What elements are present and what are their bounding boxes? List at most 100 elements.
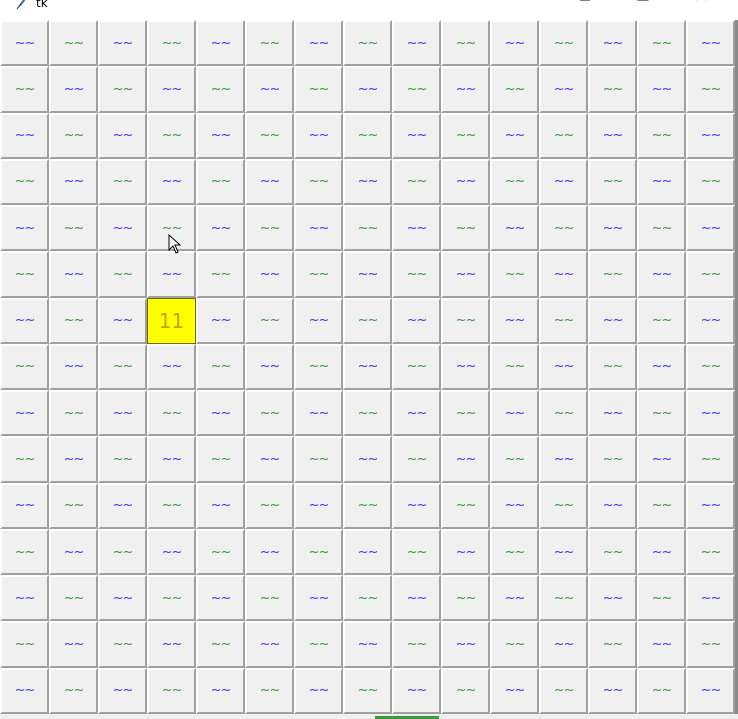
- hidden-cell[interactable]: ~~: [539, 483, 588, 529]
- hidden-cell[interactable]: ~~: [539, 66, 588, 112]
- hidden-cell[interactable]: ~~: [49, 113, 98, 159]
- hidden-cell[interactable]: ~~: [294, 668, 343, 714]
- hidden-cell[interactable]: ~~: [147, 344, 196, 390]
- hidden-cell[interactable]: ~~: [539, 436, 588, 482]
- hidden-cell[interactable]: ~~: [441, 298, 490, 344]
- hidden-cell[interactable]: ~~: [588, 529, 637, 575]
- hidden-cell[interactable]: ~~: [490, 66, 539, 112]
- hidden-cell[interactable]: ~~: [245, 113, 294, 159]
- hidden-cell[interactable]: ~~: [0, 159, 49, 205]
- hidden-cell[interactable]: ~~: [98, 621, 147, 667]
- hidden-cell[interactable]: ~~: [98, 205, 147, 251]
- hidden-cell[interactable]: ~~: [588, 66, 637, 112]
- hidden-cell[interactable]: ~~: [490, 344, 539, 390]
- hidden-cell[interactable]: ~~: [343, 390, 392, 436]
- hidden-cell[interactable]: ~~: [49, 668, 98, 714]
- hidden-cell[interactable]: ~~: [196, 344, 245, 390]
- hidden-cell[interactable]: ~~: [196, 66, 245, 112]
- hidden-cell[interactable]: ~~: [490, 436, 539, 482]
- hidden-cell[interactable]: ~~: [196, 159, 245, 205]
- hidden-cell[interactable]: ~~: [392, 390, 441, 436]
- hidden-cell[interactable]: ~~: [490, 575, 539, 621]
- hidden-cell[interactable]: ~~: [588, 298, 637, 344]
- hidden-cell[interactable]: ~~: [245, 575, 294, 621]
- hidden-cell[interactable]: ~~: [490, 483, 539, 529]
- hidden-cell[interactable]: ~~: [686, 668, 735, 714]
- hidden-cell[interactable]: ~~: [441, 390, 490, 436]
- hidden-cell[interactable]: ~~: [686, 66, 735, 112]
- hidden-cell[interactable]: ~~: [441, 529, 490, 575]
- hidden-cell[interactable]: ~~: [196, 668, 245, 714]
- hidden-cell[interactable]: ~~: [539, 344, 588, 390]
- hidden-cell[interactable]: ~~: [147, 483, 196, 529]
- hidden-cell[interactable]: ~~: [98, 529, 147, 575]
- hidden-cell[interactable]: ~~: [0, 20, 49, 66]
- hidden-cell[interactable]: ~~: [294, 575, 343, 621]
- hidden-cell[interactable]: ~~: [490, 251, 539, 297]
- hidden-cell[interactable]: ~~: [686, 575, 735, 621]
- hidden-cell[interactable]: ~~: [147, 390, 196, 436]
- hidden-cell[interactable]: ~~: [196, 298, 245, 344]
- hidden-cell[interactable]: ~~: [147, 159, 196, 205]
- hidden-cell[interactable]: ~~: [686, 113, 735, 159]
- hidden-cell[interactable]: ~~: [294, 205, 343, 251]
- hidden-cell[interactable]: ~~: [441, 20, 490, 66]
- hidden-cell[interactable]: ~~: [343, 483, 392, 529]
- hidden-cell[interactable]: ~~: [637, 390, 686, 436]
- hidden-cell[interactable]: ~~: [294, 159, 343, 205]
- hidden-cell[interactable]: ~~: [686, 621, 735, 667]
- hidden-cell[interactable]: ~~: [343, 20, 392, 66]
- hidden-cell[interactable]: ~~: [98, 159, 147, 205]
- hidden-cell[interactable]: ~~: [392, 113, 441, 159]
- hidden-cell[interactable]: ~~: [686, 251, 735, 297]
- hidden-cell[interactable]: ~~: [490, 159, 539, 205]
- hidden-cell[interactable]: ~~: [637, 668, 686, 714]
- hidden-cell[interactable]: ~~: [539, 159, 588, 205]
- hidden-cell[interactable]: ~~: [441, 113, 490, 159]
- hidden-cell[interactable]: ~~: [490, 298, 539, 344]
- hidden-cell[interactable]: ~~: [196, 436, 245, 482]
- hidden-cell[interactable]: ~~: [294, 298, 343, 344]
- hidden-cell[interactable]: ~~: [98, 113, 147, 159]
- hidden-cell[interactable]: ~~: [245, 390, 294, 436]
- hidden-cell[interactable]: ~~: [588, 621, 637, 667]
- hidden-cell[interactable]: ~~: [147, 621, 196, 667]
- minimize-button[interactable]: [562, 0, 608, 10]
- hidden-cell[interactable]: ~~: [588, 20, 637, 66]
- hidden-cell[interactable]: ~~: [294, 621, 343, 667]
- hidden-cell[interactable]: ~~: [0, 390, 49, 436]
- hidden-cell[interactable]: ~~: [441, 621, 490, 667]
- hidden-cell[interactable]: ~~: [392, 344, 441, 390]
- hidden-cell[interactable]: ~~: [490, 390, 539, 436]
- hidden-cell[interactable]: ~~: [294, 20, 343, 66]
- hidden-cell[interactable]: ~~: [0, 668, 49, 714]
- hidden-cell[interactable]: ~~: [98, 483, 147, 529]
- hidden-cell[interactable]: ~~: [637, 66, 686, 112]
- hidden-cell[interactable]: ~~: [441, 436, 490, 482]
- hidden-cell[interactable]: ~~: [490, 529, 539, 575]
- hidden-cell[interactable]: ~~: [441, 205, 490, 251]
- hidden-cell[interactable]: ~~: [343, 113, 392, 159]
- hidden-cell[interactable]: ~~: [637, 205, 686, 251]
- hidden-cell[interactable]: ~~: [441, 483, 490, 529]
- hidden-cell[interactable]: ~~: [245, 66, 294, 112]
- hidden-cell[interactable]: ~~: [539, 390, 588, 436]
- hidden-cell[interactable]: ~~: [637, 529, 686, 575]
- hidden-cell[interactable]: ~~: [392, 483, 441, 529]
- hidden-cell[interactable]: ~~: [49, 575, 98, 621]
- hidden-cell[interactable]: ~~: [245, 529, 294, 575]
- hidden-cell[interactable]: ~~: [294, 390, 343, 436]
- hidden-cell[interactable]: ~~: [539, 575, 588, 621]
- hidden-cell[interactable]: ~~: [294, 251, 343, 297]
- title-bar[interactable]: tk: [0, 0, 738, 20]
- hidden-cell[interactable]: ~~: [196, 529, 245, 575]
- hidden-cell[interactable]: ~~: [245, 483, 294, 529]
- hidden-cell[interactable]: ~~: [245, 344, 294, 390]
- hidden-cell[interactable]: ~~: [245, 251, 294, 297]
- hidden-cell[interactable]: ~~: [98, 436, 147, 482]
- hidden-cell[interactable]: ~~: [294, 529, 343, 575]
- hidden-cell[interactable]: ~~: [147, 20, 196, 66]
- hidden-cell[interactable]: ~~: [343, 66, 392, 112]
- hidden-cell[interactable]: ~~: [147, 66, 196, 112]
- hidden-cell[interactable]: ~~: [490, 205, 539, 251]
